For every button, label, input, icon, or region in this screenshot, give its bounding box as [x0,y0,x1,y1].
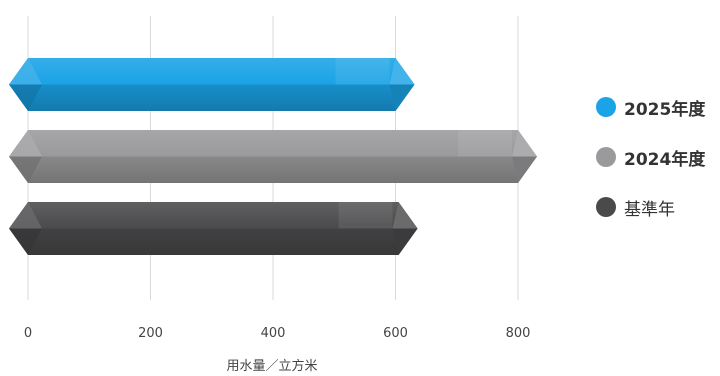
x-tick-label: 800 [506,326,531,341]
legend: 2025年度 2024年度 基準年 [596,96,705,246]
x-tick-labels: 0 200 400 600 800 [24,326,531,341]
bar-body [9,130,537,183]
bar-left-cap [9,58,42,85]
bar-1 [9,130,537,183]
x-tick-label: 200 [138,326,163,341]
bar-right-cap-lower [392,228,418,255]
bar-left-cap [9,130,42,157]
legend-label-baseline: 基準年 [624,199,675,220]
legend-swatch-2025 [596,97,616,117]
bar-left-cap [9,202,42,229]
bar-right-cap-lower [512,156,537,183]
legend-item-2024: 2024年度 [596,146,706,170]
bar-body [9,58,415,111]
bar-left-cap-lower [9,84,42,111]
bars [9,58,537,255]
bar-right-cap [512,130,537,157]
legend-swatch-baseline [596,197,616,217]
bar-highlight [458,130,512,157]
legend-item-baseline: 基準年 [596,196,705,220]
bar-right-cap-lower [389,84,415,111]
legend-swatch-2024 [596,147,616,167]
bar-right-cap [389,58,415,85]
legend-label-2025: 2025年度 [624,99,706,120]
bar-left-cap-lower [9,228,42,255]
bar-right-cap [392,202,418,229]
x-axis-label: 用水量／立方米 [226,358,317,374]
x-tick-label: 600 [383,326,408,341]
x-tick-label: 400 [261,326,286,341]
legend-item-2025: 2025年度 [596,96,706,120]
bar-highlight [335,58,390,85]
legend-label-2024: 2024年度 [624,149,706,170]
bar-highlight [338,202,393,229]
bar-body [9,202,418,255]
bar-2 [9,202,418,255]
x-tick-label: 0 [24,326,32,341]
bar-0 [9,58,415,111]
bar-left-cap-lower [9,156,42,183]
